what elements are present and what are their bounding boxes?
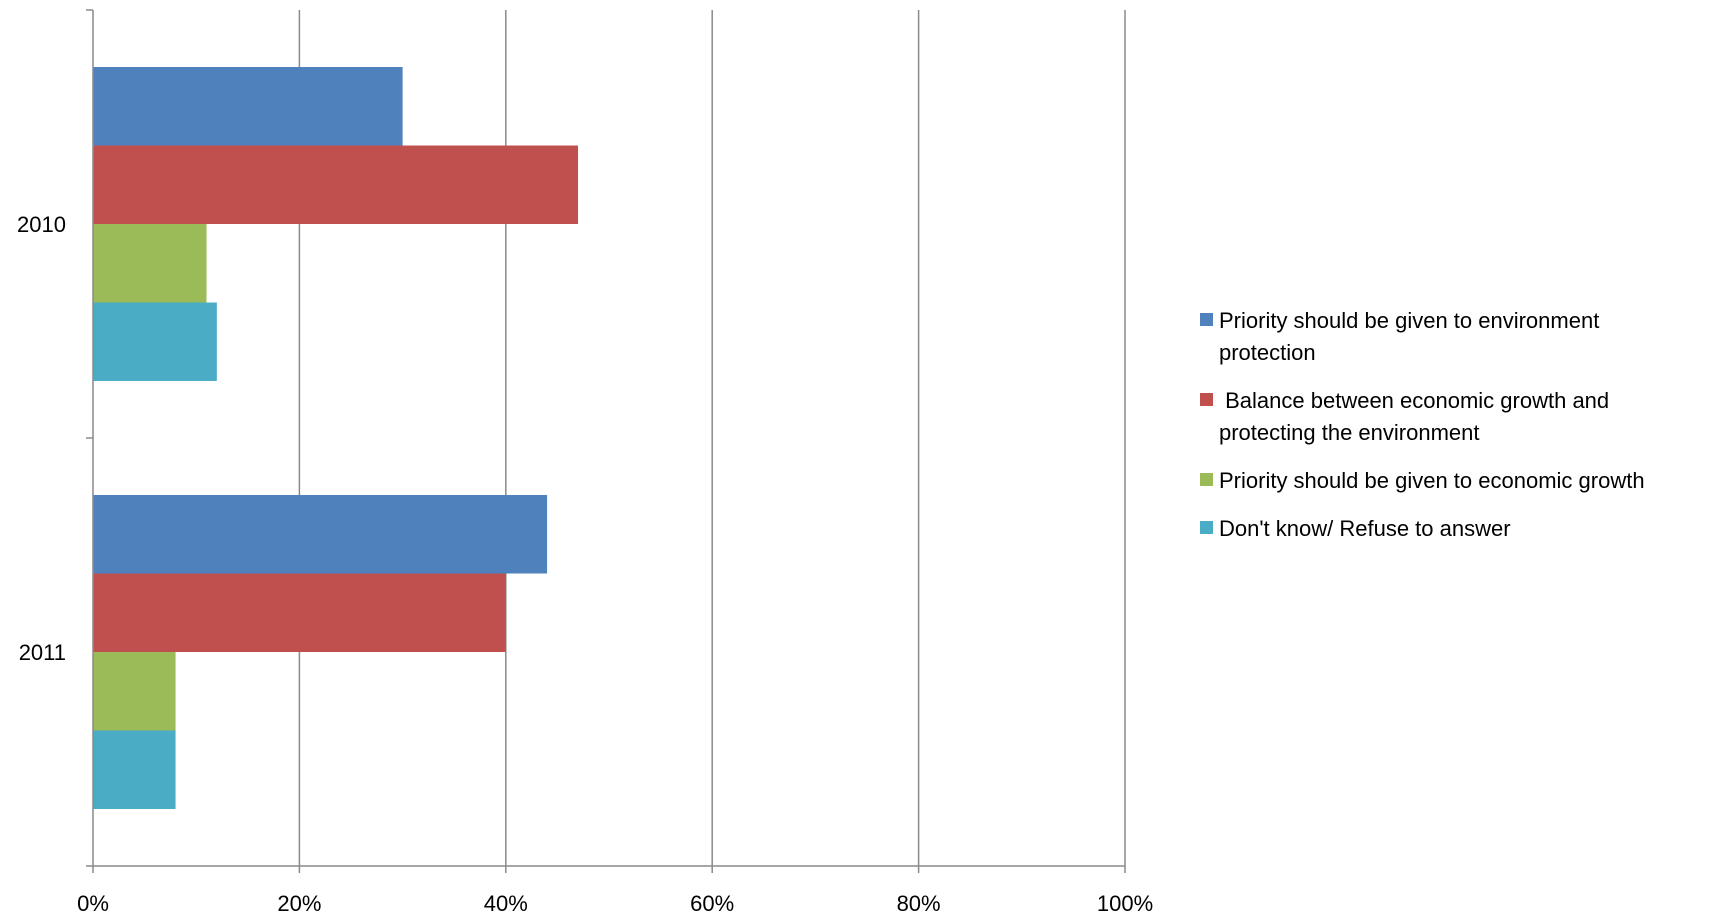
y-tick-label: 2011 bbox=[19, 640, 66, 665]
legend-item: Don't know/ Refuse to answer bbox=[1200, 513, 1700, 545]
legend: Priority should be given to environment … bbox=[1200, 305, 1700, 561]
bar-2011-series-2 bbox=[93, 573, 506, 652]
bar-2011-series-3 bbox=[93, 652, 176, 731]
legend-label: Balance between economic growth and prot… bbox=[1219, 388, 1616, 445]
legend-item: Priority should be given to environment … bbox=[1200, 305, 1700, 369]
bar-2010-series-2 bbox=[93, 145, 579, 224]
x-tick-label: 100% bbox=[1097, 891, 1153, 912]
legend-swatch bbox=[1200, 313, 1213, 326]
legend-swatch bbox=[1200, 473, 1213, 486]
legend-label: Don't know/ Refuse to answer bbox=[1219, 516, 1511, 541]
bar-2011-series-4 bbox=[93, 730, 176, 809]
x-tick-label: 60% bbox=[690, 891, 734, 912]
x-tick-label: 40% bbox=[484, 891, 528, 912]
bar-2010-series-4 bbox=[93, 302, 217, 381]
legend-swatch bbox=[1200, 393, 1213, 406]
legend-swatch bbox=[1200, 521, 1213, 534]
bar-2011-series-1 bbox=[93, 495, 548, 574]
x-tick-label: 20% bbox=[277, 891, 321, 912]
legend-item: Priority should be given to economic gro… bbox=[1200, 465, 1700, 497]
bar-2010-series-1 bbox=[93, 67, 403, 146]
legend-label: Priority should be given to environment … bbox=[1219, 308, 1606, 365]
legend-label: Priority should be given to economic gro… bbox=[1219, 468, 1645, 493]
legend-item: Balance between economic growth and prot… bbox=[1200, 385, 1700, 449]
x-tick-label: 80% bbox=[897, 891, 941, 912]
y-tick-label: 2010 bbox=[17, 212, 66, 237]
x-tick-label: 0% bbox=[77, 891, 109, 912]
bar-2010-series-3 bbox=[93, 224, 207, 303]
